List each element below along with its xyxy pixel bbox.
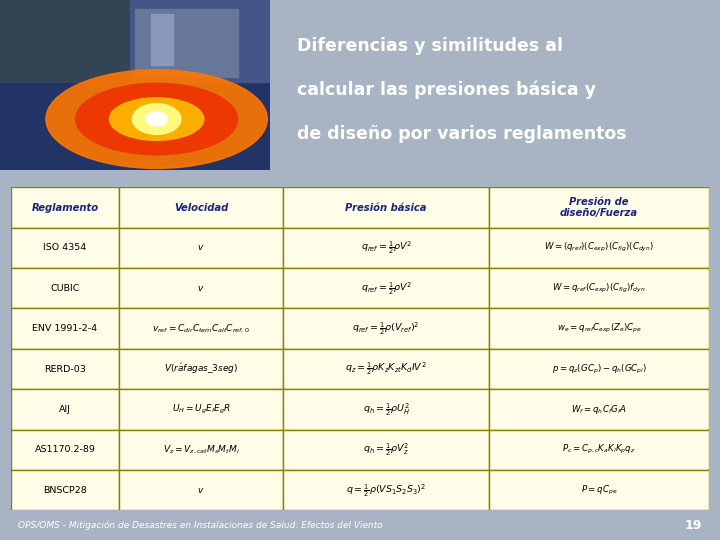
Text: 19: 19 <box>685 518 702 532</box>
Text: RERD-03: RERD-03 <box>44 364 86 374</box>
Circle shape <box>145 112 167 126</box>
Ellipse shape <box>46 70 267 168</box>
Text: $q_h=\frac{1}{2}\rho U_H^{2}$: $q_h=\frac{1}{2}\rho U_H^{2}$ <box>362 401 410 418</box>
Ellipse shape <box>76 83 238 155</box>
Text: Velocidad: Velocidad <box>174 202 228 213</box>
Bar <box>119 228 283 268</box>
Bar <box>11 349 119 389</box>
Text: $q_{ref}=\frac{1}{2}\rho V^{2}$: $q_{ref}=\frac{1}{2}\rho V^{2}$ <box>361 239 412 256</box>
Bar <box>283 187 489 228</box>
Bar <box>11 187 119 228</box>
Text: $V(r\acute{a}fagas\_3seg)$: $V(r\acute{a}fagas\_3seg)$ <box>164 362 238 376</box>
Bar <box>283 308 489 349</box>
Text: AS1170.2-89: AS1170.2-89 <box>35 446 95 454</box>
Text: CUBIC: CUBIC <box>50 284 80 293</box>
Text: Presión básica: Presión básica <box>346 202 427 213</box>
Text: $P=qC_{pe}$: $P=qC_{pe}$ <box>581 483 618 497</box>
Bar <box>151 14 173 65</box>
Bar <box>283 349 489 389</box>
Text: $P_c=C_{p,c}K_a K_l K_p q_z$: $P_c=C_{p,c}K_a K_l K_p q_z$ <box>562 443 636 456</box>
Text: $\mathit{v}$: $\mathit{v}$ <box>197 485 204 495</box>
Bar <box>11 308 119 349</box>
Text: $q_{ref}=\frac{1}{2}\rho(V_{ref})^{2}$: $q_{ref}=\frac{1}{2}\rho(V_{ref})^{2}$ <box>353 320 420 337</box>
Text: calcular las presiones básica y: calcular las presiones básica y <box>297 81 596 99</box>
Text: $\mathit{v}$: $\mathit{v}$ <box>197 284 204 293</box>
Text: de diseño por varios reglamentos: de diseño por varios reglamentos <box>297 125 626 144</box>
Text: $v_{ref}=C_{dir}C_{tem}C_{alt}C_{ref,0}$: $v_{ref}=C_{dir}C_{tem}C_{alt}C_{ref,0}$ <box>153 322 250 335</box>
Bar <box>119 470 283 510</box>
Bar <box>11 430 119 470</box>
Circle shape <box>132 104 181 134</box>
Text: $V_z=V_{z,cat}M_s M_t M_i$: $V_z=V_{z,cat}M_s M_t M_i$ <box>163 444 240 456</box>
Text: $W=(q_{ref})(C_{exp})(C_{fig})(C_{dyn})$: $W=(q_{ref})(C_{exp})(C_{fig})(C_{dyn})$ <box>544 241 654 254</box>
Bar <box>11 389 119 430</box>
Bar <box>489 389 709 430</box>
Bar <box>119 187 283 228</box>
Bar <box>489 268 709 308</box>
Text: $p=q_z(GC_p)-q_h(GC_{pi})$: $p=q_z(GC_p)-q_h(GC_{pi})$ <box>552 362 647 376</box>
Text: $q_{ref}=\frac{1}{2}\rho V^{2}$: $q_{ref}=\frac{1}{2}\rho V^{2}$ <box>361 280 412 297</box>
Bar <box>283 268 489 308</box>
Text: Diferencias y similitudes al: Diferencias y similitudes al <box>297 37 563 55</box>
Text: ISO 4354: ISO 4354 <box>43 244 86 252</box>
Text: $q_h=\frac{1}{2}\rho V_z^{2}$: $q_h=\frac{1}{2}\rho V_z^{2}$ <box>363 441 410 458</box>
Ellipse shape <box>109 98 204 140</box>
Bar <box>489 308 709 349</box>
Bar <box>283 228 489 268</box>
Text: $U_H=U_g E_f E_g R$: $U_H=U_g E_f E_g R$ <box>171 403 230 416</box>
Text: $q_z=\frac{1}{2}\rho K_z K_{zt}K_d IV^{2}$: $q_z=\frac{1}{2}\rho K_z K_{zt}K_d IV^{2… <box>346 361 427 377</box>
Text: $\mathit{v}$: $\mathit{v}$ <box>197 244 204 252</box>
Bar <box>0 0 130 82</box>
Bar <box>119 349 283 389</box>
Bar <box>489 349 709 389</box>
Bar <box>489 470 709 510</box>
Bar <box>119 268 283 308</box>
Bar <box>283 430 489 470</box>
Bar <box>11 228 119 268</box>
Text: $q=\frac{1}{2}\rho(VS_1S_2S_3)^{2}$: $q=\frac{1}{2}\rho(VS_1S_2S_3)^{2}$ <box>346 482 426 498</box>
Bar <box>489 430 709 470</box>
Bar <box>119 308 283 349</box>
Text: ENV 1991-2-4: ENV 1991-2-4 <box>32 324 97 333</box>
Bar <box>283 389 489 430</box>
Bar <box>119 389 283 430</box>
Bar <box>119 430 283 470</box>
Text: OPS/OMS - Mitigación de Desastres en Instalaciones de Salud: Efectos del Viento: OPS/OMS - Mitigación de Desastres en Ins… <box>18 521 383 530</box>
Bar <box>489 228 709 268</box>
Text: AIJ: AIJ <box>59 405 71 414</box>
Bar <box>135 9 238 77</box>
Text: Reglamento: Reglamento <box>32 202 99 213</box>
Bar <box>11 268 119 308</box>
Text: $w_e=q_{ref}C_{exp}(Z_e)C_{pe}$: $w_e=q_{ref}C_{exp}(Z_e)C_{pe}$ <box>557 322 642 335</box>
Bar <box>130 0 270 82</box>
Text: $W=q_{ref}(C_{exp})(C_{fig})f_{dyn}$: $W=q_{ref}(C_{exp})(C_{fig})f_{dyn}$ <box>552 282 646 295</box>
Bar <box>11 470 119 510</box>
Text: Presión de
diseño/Fuerza: Presión de diseño/Fuerza <box>560 197 638 218</box>
Text: BNSCP28: BNSCP28 <box>43 485 87 495</box>
Bar <box>489 187 709 228</box>
Bar <box>283 470 489 510</box>
Text: $W_f=q_h C_f G_f A$: $W_f=q_h C_f G_f A$ <box>571 403 627 416</box>
